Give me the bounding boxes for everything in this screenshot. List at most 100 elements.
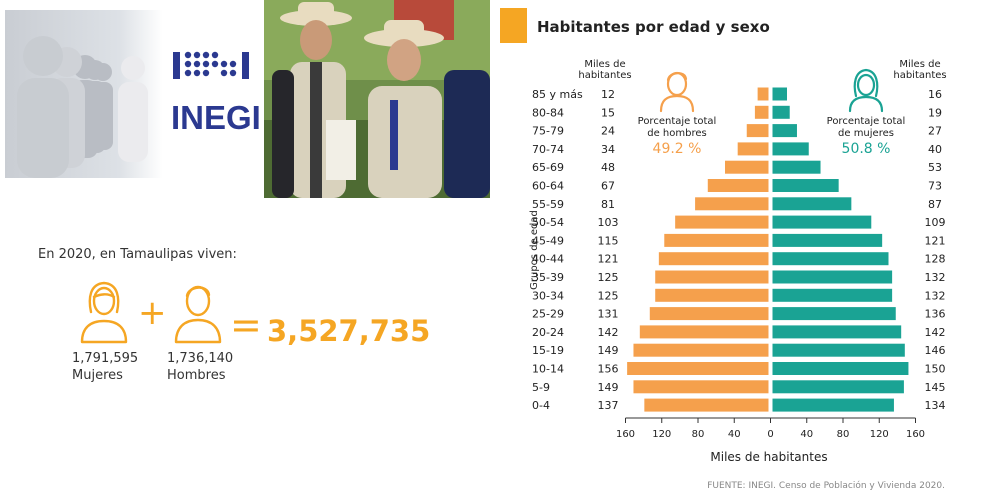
women-value-label: 146 xyxy=(925,344,946,357)
figurines-image: INEGI xyxy=(17,36,259,178)
men-bar xyxy=(695,197,769,211)
men-value-label: 149 xyxy=(598,344,619,357)
right-unit-line1: Miles de xyxy=(899,59,940,70)
men-bar xyxy=(754,105,769,119)
women-value-label: 87 xyxy=(928,198,942,211)
women-bar xyxy=(772,398,894,412)
age-group-label: 75-79 xyxy=(532,125,564,138)
right-unit-line2: habitantes xyxy=(893,70,946,81)
women-value-label: 40 xyxy=(928,143,942,156)
women-annotation-label-line1: Porcentaje total xyxy=(827,116,906,127)
men-bar xyxy=(644,398,769,412)
women-bar xyxy=(772,362,909,375)
men-value-label: 67 xyxy=(601,180,615,193)
men-value-label: 137 xyxy=(598,399,619,412)
equals-sign: = xyxy=(230,303,262,347)
inegi-logo-icon xyxy=(173,51,249,79)
women-bar xyxy=(772,325,902,339)
x-tick-label: 40 xyxy=(728,429,741,440)
x-tick-label: 40 xyxy=(800,429,813,440)
age-group-label: 5-9 xyxy=(532,381,550,394)
women-value-label: 134 xyxy=(925,399,946,412)
men-bar xyxy=(627,362,769,375)
women-value-label: 128 xyxy=(925,253,946,266)
women-annotation-icon xyxy=(848,68,884,113)
total-population: 3,527,735 xyxy=(267,314,431,348)
women-bar xyxy=(772,179,839,192)
age-group-label: 80-84 xyxy=(532,106,564,119)
title-marker xyxy=(500,8,527,43)
men-percentage: 49.2 % xyxy=(653,141,702,157)
men-bar xyxy=(707,179,769,192)
x-axis-label: Miles de habitantes xyxy=(710,450,827,464)
men-bar xyxy=(655,270,769,284)
men-value-label: 121 xyxy=(598,253,619,266)
women-bar xyxy=(772,270,893,284)
age-group-label: 70-74 xyxy=(532,143,564,156)
x-tick-label: 80 xyxy=(837,429,850,440)
women-bar xyxy=(772,233,883,247)
age-group-label: 85 y más xyxy=(532,88,583,101)
x-tick-label: 160 xyxy=(906,429,925,440)
chart-title: Habitantes por edad y sexo xyxy=(537,18,770,36)
men-bar xyxy=(675,215,769,229)
men-value-label: 81 xyxy=(601,198,615,211)
age-group-label: 20-24 xyxy=(532,326,564,339)
left-unit-line1: Miles de xyxy=(584,59,625,70)
men-annotation-label-line1: Porcentaje total xyxy=(638,116,717,127)
age-group-label: 40-44 xyxy=(532,253,564,266)
women-value-label: 16 xyxy=(928,88,942,101)
women-bar xyxy=(772,288,893,302)
age-group-label: 30-34 xyxy=(532,289,564,302)
women-value-label: 145 xyxy=(925,381,946,394)
men-bar xyxy=(664,233,769,247)
left-unit-line2: habitantes xyxy=(578,70,631,81)
men-bar xyxy=(655,288,769,302)
women-bar xyxy=(772,124,797,138)
man-icon xyxy=(174,285,222,344)
men-label: Hombres xyxy=(167,368,226,383)
women-bar xyxy=(772,380,904,394)
men-value-label: 12 xyxy=(601,88,615,101)
x-tick-label: 0 xyxy=(767,429,773,440)
census-workers-image xyxy=(264,0,490,198)
y-axis-label: Grupos de edad xyxy=(529,210,540,290)
age-group-label: 15-19 xyxy=(532,344,564,357)
age-group-label: 0-4 xyxy=(532,399,550,412)
women-bar xyxy=(772,142,809,156)
x-tick-label: 120 xyxy=(870,429,889,440)
age-group-label: 25-29 xyxy=(532,308,564,321)
men-value-label: 131 xyxy=(598,308,619,321)
age-group-label: 35-39 xyxy=(532,271,564,284)
women-bar xyxy=(772,197,852,211)
women-bar xyxy=(772,87,787,101)
men-bar xyxy=(639,325,769,339)
women-value-label: 132 xyxy=(925,289,946,302)
woman-icon xyxy=(80,281,128,344)
women-bar xyxy=(772,160,821,174)
women-value-label: 109 xyxy=(925,216,946,229)
women-value: 1,791,595 xyxy=(72,351,139,366)
age-group-label: 50-54 xyxy=(532,216,564,229)
women-value-label: 132 xyxy=(925,271,946,284)
women-value-label: 73 xyxy=(928,180,942,193)
women-value-label: 121 xyxy=(925,234,946,247)
plus-sign: + xyxy=(138,293,167,333)
men-annotation-label-line2: de hombres xyxy=(647,128,706,139)
men-value: 1,736,140 xyxy=(167,351,234,366)
source-note: FUENTE: INEGI. Censo de Población y Vivi… xyxy=(707,480,945,491)
census-workers-photo xyxy=(264,0,490,198)
men-value-label: 115 xyxy=(598,234,619,247)
women-bar xyxy=(772,252,889,266)
inegi-logo-text: INEGI xyxy=(171,99,259,136)
men-value-label: 125 xyxy=(598,271,619,284)
men-value-label: 149 xyxy=(598,381,619,394)
age-group-label: 10-14 xyxy=(532,363,564,376)
age-group-label: 65-69 xyxy=(532,161,564,174)
men-bar xyxy=(633,380,769,394)
men-value-label: 103 xyxy=(598,216,619,229)
inegi-photo: INEGI xyxy=(5,10,259,178)
women-value-label: 142 xyxy=(925,326,946,339)
men-bar xyxy=(725,160,769,174)
